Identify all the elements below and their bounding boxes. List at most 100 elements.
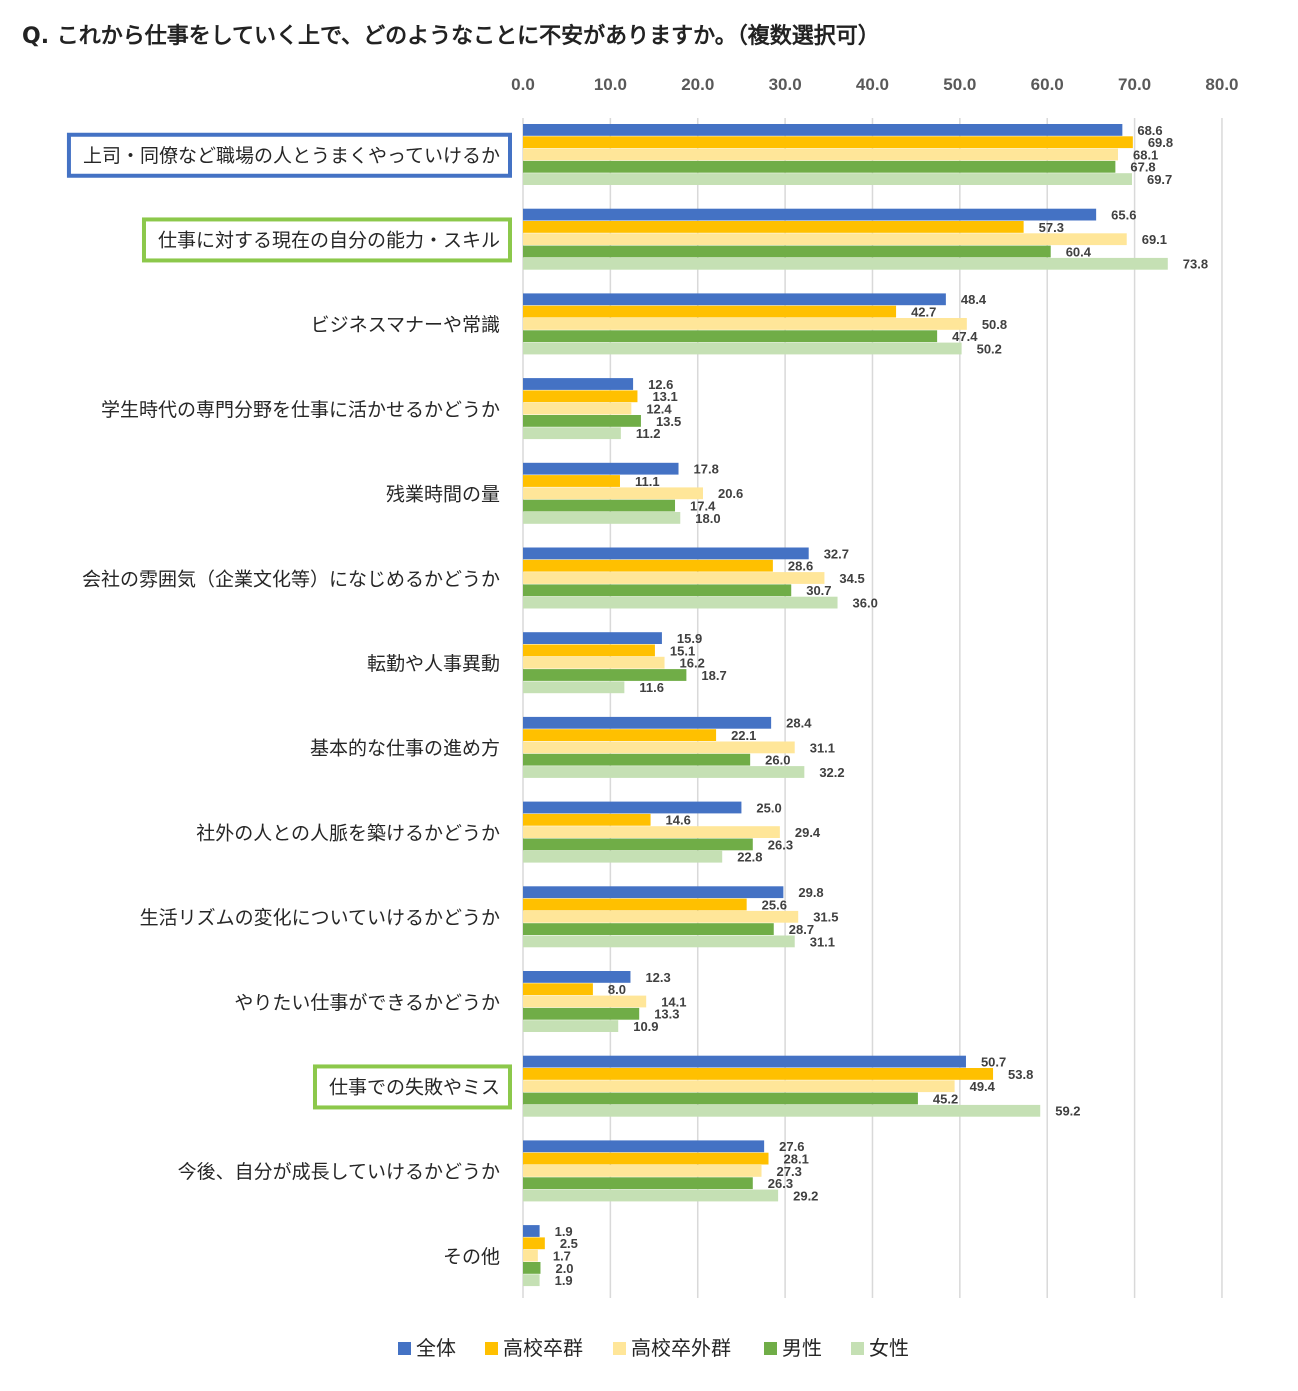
bar: [523, 1274, 540, 1287]
data-label: 68.1: [1133, 147, 1158, 162]
category-label: 会社の雰囲気（企業文化等）になじめるかどうか: [82, 568, 500, 590]
data-label: 29.4: [795, 825, 821, 840]
category-label: その他: [443, 1246, 500, 1268]
category-label: 社外の人との人脈を築けるかどうか: [196, 822, 500, 844]
bar: [523, 1165, 762, 1177]
bar: [523, 402, 632, 415]
data-label: 15.1: [670, 643, 695, 658]
data-label: 22.8: [737, 850, 762, 865]
data-label: 13.1: [652, 389, 677, 404]
data-label: 69.8: [1148, 135, 1173, 150]
data-label: 1.9: [555, 1273, 573, 1288]
bar: [523, 257, 1168, 270]
data-label: 28.1: [784, 1152, 809, 1167]
data-label: 49.4: [970, 1079, 996, 1094]
data-label: 67.8: [1130, 160, 1155, 175]
data-label: 17.4: [690, 499, 716, 514]
data-label: 50.8: [982, 317, 1007, 332]
data-label: 28.7: [789, 922, 814, 937]
bar: [523, 644, 655, 657]
bar: [523, 886, 784, 899]
bar: [523, 971, 631, 983]
bar: [523, 148, 1118, 161]
data-label: 31.5: [813, 910, 838, 925]
bar: [523, 935, 795, 948]
data-label: 27.6: [779, 1139, 804, 1154]
data-label: 27.3: [777, 1164, 802, 1179]
category-label: 生活リズムの変化についていけるかどうか: [140, 907, 500, 929]
bar: [523, 1177, 753, 1190]
bar: [523, 753, 751, 766]
data-label: 25.0: [756, 800, 781, 815]
legend-label: 男性: [782, 1336, 822, 1360]
bar: [523, 596, 838, 609]
category-highlight-box: [66, 132, 512, 178]
bar: [523, 499, 676, 512]
data-label: 57.3: [1039, 220, 1064, 235]
bar: [523, 233, 1127, 246]
data-label: 53.8: [1008, 1067, 1033, 1082]
data-label: 12.6: [648, 377, 673, 392]
bar: [523, 1104, 1041, 1117]
x-tick-label: 80.0: [1205, 75, 1238, 94]
bar: [523, 910, 799, 923]
category-label: 残業時間の量: [386, 484, 500, 506]
data-label: 13.3: [654, 1007, 679, 1022]
legend-label: 女性: [869, 1336, 909, 1360]
legend-swatch: [485, 1342, 498, 1355]
data-label: 11.6: [639, 680, 664, 695]
bar: [523, 390, 638, 403]
data-label: 29.2: [793, 1188, 818, 1203]
data-label: 50.7: [981, 1055, 1006, 1070]
bar: [523, 681, 625, 694]
bar: [523, 1152, 769, 1165]
data-label: 45.2: [933, 1091, 958, 1106]
bar: [523, 330, 938, 343]
data-label: 34.5: [839, 571, 864, 586]
bar: [523, 632, 662, 644]
data-labels: 68.669.868.167.869.7 65.6 57.3 69.1 60.4 73.8…: [553, 123, 1208, 1288]
bar: [523, 136, 1133, 149]
data-label: 68.6: [1137, 123, 1162, 138]
data-label: 14.1: [661, 994, 686, 1009]
data-label: 26.0: [765, 753, 790, 768]
data-label: 32.7: [824, 546, 849, 561]
data-label: 32.2: [819, 765, 844, 780]
bar: [523, 669, 687, 681]
bar: [523, 1007, 640, 1020]
chart-title: Q. これから仕事をしていく上で、どのようなことに不安がありますか。（複数選択可…: [22, 24, 880, 49]
data-label: 36.0: [853, 596, 878, 611]
x-tick-label: 10.0: [594, 75, 627, 94]
x-tick-label: 30.0: [769, 75, 802, 94]
bar: [523, 293, 946, 306]
bar: [523, 656, 665, 669]
data-label: 48.4: [961, 292, 987, 307]
category-label: 今後、自分が成長していけるかどうか: [178, 1161, 500, 1183]
bar: [523, 1262, 541, 1274]
data-label: 16.2: [680, 656, 705, 671]
category-label: 基本的な仕事の進め方: [310, 738, 500, 760]
data-label: 1.7: [553, 1249, 571, 1264]
data-label: 65.6: [1111, 208, 1136, 223]
data-label: 59.2: [1055, 1104, 1080, 1119]
bar: [523, 1080, 955, 1093]
data-label: 73.8: [1183, 257, 1208, 272]
data-label: 18.7: [701, 668, 726, 683]
data-label: 31.1: [810, 934, 835, 949]
data-label: 18.0: [695, 511, 720, 526]
bar: [523, 160, 1116, 173]
bar: [523, 415, 641, 427]
legend-swatch: [613, 1342, 626, 1355]
x-tick-label: 0.0: [511, 75, 535, 94]
bar: [523, 572, 825, 584]
data-label: 22.1: [731, 728, 756, 743]
bar: [523, 318, 967, 330]
data-label: 31.1: [810, 740, 835, 755]
data-label: 11.2: [636, 426, 661, 441]
data-label: 2.0: [555, 1261, 573, 1276]
category-label: 学生時代の専門分野を仕事に活かせるかどうか: [101, 399, 500, 421]
x-tick-label: 20.0: [681, 75, 714, 94]
data-label: 42.7: [911, 305, 936, 320]
bar: [523, 1020, 619, 1032]
legend-label: 全体: [416, 1336, 456, 1360]
